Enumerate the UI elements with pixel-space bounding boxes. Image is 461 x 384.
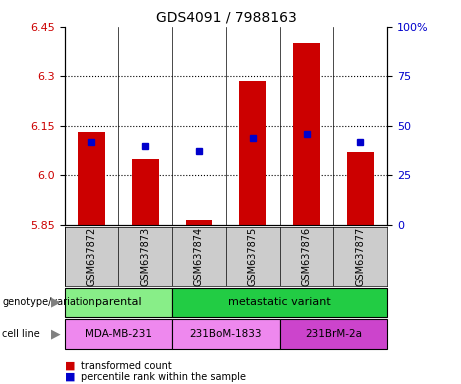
- Text: genotype/variation: genotype/variation: [2, 297, 95, 308]
- Bar: [185, 220, 213, 225]
- Bar: [293, 43, 320, 225]
- Text: ■: ■: [65, 372, 75, 382]
- Bar: [347, 152, 374, 225]
- Text: MDA-MB-231: MDA-MB-231: [85, 329, 152, 339]
- Bar: [132, 159, 159, 225]
- Text: GSM637875: GSM637875: [248, 227, 258, 286]
- Text: GSM637874: GSM637874: [194, 227, 204, 286]
- Bar: [78, 132, 105, 225]
- Text: GSM637872: GSM637872: [86, 227, 96, 286]
- Text: GSM637873: GSM637873: [140, 227, 150, 286]
- Title: GDS4091 / 7988163: GDS4091 / 7988163: [155, 10, 296, 24]
- Text: 231BrM-2a: 231BrM-2a: [305, 329, 362, 339]
- Text: percentile rank within the sample: percentile rank within the sample: [81, 372, 246, 382]
- Bar: [239, 81, 266, 225]
- Text: GSM637876: GSM637876: [301, 227, 312, 286]
- Text: ▶: ▶: [51, 296, 60, 309]
- Text: 231BoM-1833: 231BoM-1833: [189, 329, 262, 339]
- Text: parental: parental: [95, 297, 142, 308]
- Text: ▶: ▶: [51, 328, 60, 341]
- Text: GSM637877: GSM637877: [355, 227, 366, 286]
- Text: metastatic variant: metastatic variant: [228, 297, 331, 308]
- Text: ■: ■: [65, 361, 75, 371]
- Text: cell line: cell line: [2, 329, 40, 339]
- Text: transformed count: transformed count: [81, 361, 171, 371]
